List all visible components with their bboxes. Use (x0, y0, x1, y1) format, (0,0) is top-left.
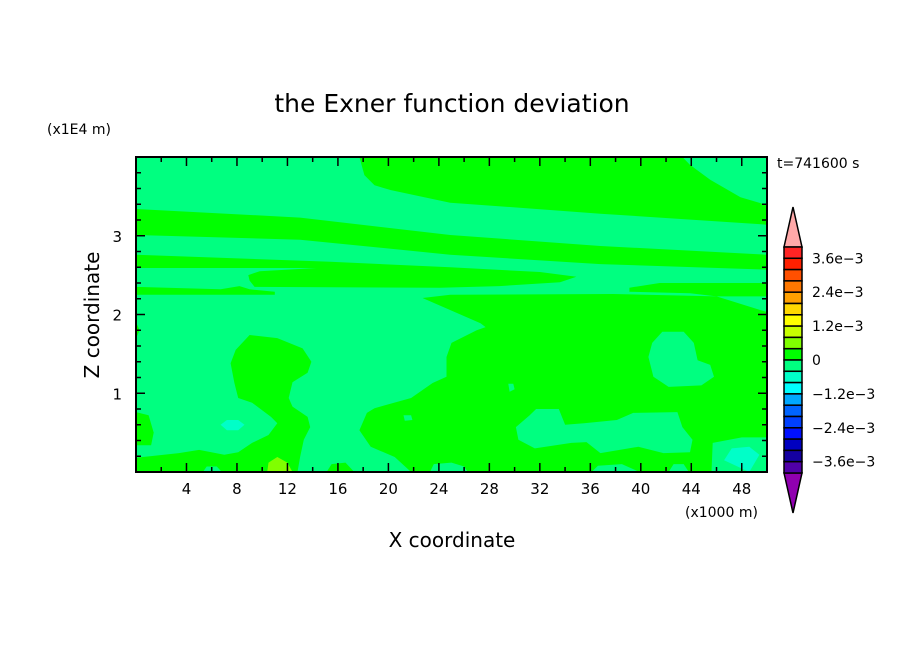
colorbar-box (783, 314, 803, 327)
colorbar-box (783, 268, 803, 282)
colorbar-label: −3.6e−3 (812, 455, 875, 471)
contour-region (359, 157, 767, 225)
contour-region (648, 331, 714, 387)
colorbar-label: −2.4e−3 (812, 421, 875, 437)
y-unit-label: (x1E4 m) (47, 122, 111, 138)
colorbar-box (783, 393, 803, 406)
colorbar-box (783, 415, 803, 429)
colorbar-label: −1.2e−3 (812, 387, 875, 403)
x-tick-label: 4 (182, 480, 192, 498)
contour-region (326, 462, 355, 472)
contour-region (220, 420, 245, 431)
colorbar-box (783, 381, 803, 395)
colorbar-box (783, 325, 803, 339)
colorbar-over-triangle (783, 206, 803, 248)
x-tick-label: 40 (631, 480, 650, 498)
contour-region (403, 415, 413, 421)
x-tick-label: 44 (682, 480, 701, 498)
colorbar-box (783, 246, 803, 260)
contour-region (267, 457, 293, 472)
y-tick-label: 2 (112, 307, 122, 325)
colorbar-box (783, 302, 803, 316)
colorbar-label: 2.4e−3 (812, 285, 864, 301)
colorbar-box (783, 438, 803, 452)
contour-region (136, 254, 577, 288)
x-tick-label: 12 (278, 480, 297, 498)
colorbar-label: 1.2e−3 (812, 319, 864, 335)
colorbar-box (783, 291, 803, 305)
colorbar-box (783, 449, 803, 463)
contour-region (136, 335, 312, 472)
plot-area (135, 156, 768, 473)
colorbar-box (783, 427, 803, 440)
contour-region (136, 209, 767, 270)
y-tick-label: 1 (112, 385, 122, 403)
y-axis-title: Z coordinate (80, 252, 104, 379)
x-tick-label: 36 (581, 480, 600, 498)
colorbar-box (783, 347, 803, 361)
contour-region (515, 409, 693, 454)
contour-region (508, 383, 515, 392)
colorbar-under-triangle (783, 472, 803, 514)
contour-regions (136, 157, 767, 472)
contour-region (724, 446, 760, 472)
colorbar-box (783, 370, 803, 384)
x-axis-title: X coordinate (389, 528, 516, 552)
x-tick-label: 20 (379, 480, 398, 498)
colorbar-box (783, 460, 803, 474)
colorbar-box (783, 404, 803, 418)
x-tick-label: 8 (232, 480, 242, 498)
chart-title: the Exner function deviation (274, 89, 629, 118)
colorbar-box (783, 336, 803, 350)
contour-region (629, 283, 767, 297)
x-tick-label: 32 (530, 480, 549, 498)
colorbar-label: 3.6e−3 (812, 251, 864, 267)
x-tick-label: 48 (732, 480, 751, 498)
time-label: t=741600 s (777, 156, 859, 172)
contour-region (136, 286, 275, 295)
y-tick-label: 3 (112, 228, 122, 246)
x-tick-label: 16 (328, 480, 347, 498)
colorbar-box (783, 257, 803, 271)
colorbar: 3.6e−3 2.4e−3 1.2e−3 0 −1.2e−3 −2.4e−3 −3.6e−3 (783, 206, 875, 514)
colorbar-box (783, 280, 803, 293)
x-tick-label: 28 (480, 480, 499, 498)
colorbar-box (783, 359, 803, 373)
x-tick-label: 24 (429, 480, 448, 498)
x-unit-label: (x1000 m) (685, 505, 758, 521)
colorbar-label: 0 (812, 353, 821, 369)
contour-region (668, 464, 689, 472)
contour-region (136, 412, 154, 446)
